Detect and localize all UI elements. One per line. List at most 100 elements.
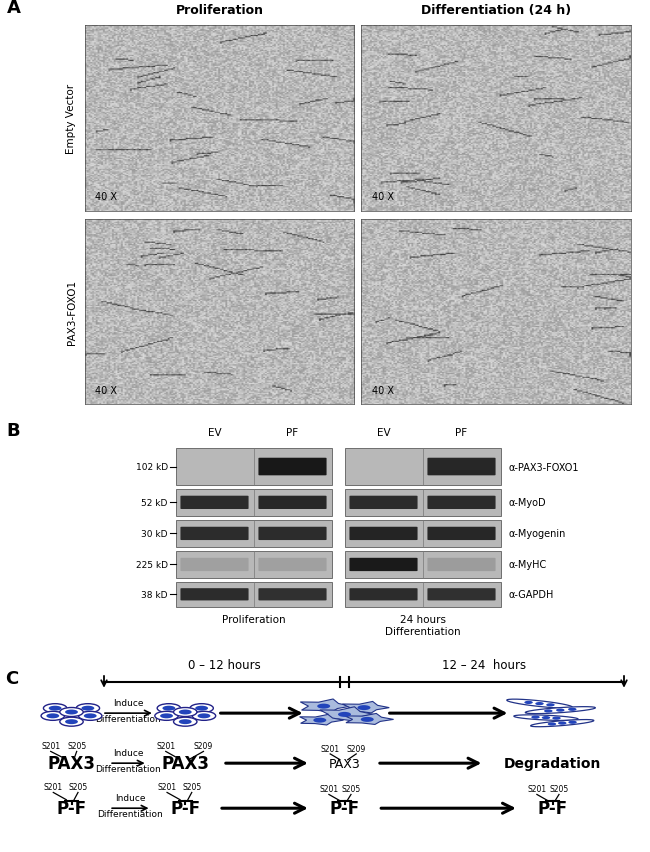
Circle shape	[41, 711, 64, 721]
Bar	[176, 520, 332, 548]
FancyBboxPatch shape	[428, 527, 495, 540]
Text: S201: S201	[157, 782, 177, 792]
Text: EV: EV	[377, 427, 390, 437]
Circle shape	[198, 713, 211, 718]
Text: α-MyoD: α-MyoD	[508, 498, 546, 508]
Text: B: B	[6, 422, 20, 440]
Circle shape	[195, 705, 208, 711]
Text: Differentiation: Differentiation	[98, 809, 163, 818]
Text: 30 kD: 30 kD	[141, 529, 168, 538]
Text: 40 X: 40 X	[96, 385, 117, 395]
Circle shape	[60, 717, 83, 727]
Circle shape	[192, 711, 216, 721]
Polygon shape	[514, 715, 578, 721]
Polygon shape	[507, 699, 572, 708]
Circle shape	[179, 719, 192, 724]
Text: P-F: P-F	[538, 799, 567, 817]
Circle shape	[179, 710, 192, 715]
Circle shape	[338, 712, 351, 717]
Text: PAX3: PAX3	[47, 754, 96, 772]
Text: S205: S205	[68, 782, 88, 792]
Text: A: A	[6, 0, 20, 17]
Text: S209: S209	[194, 741, 213, 751]
Bar	[176, 582, 332, 607]
Text: 40 X: 40 X	[372, 192, 393, 202]
FancyBboxPatch shape	[181, 496, 248, 509]
Text: α-GAPDH: α-GAPDH	[508, 590, 554, 600]
Text: P-F: P-F	[57, 799, 86, 817]
FancyBboxPatch shape	[428, 589, 495, 601]
Text: 24 hours
Differentiation: 24 hours Differentiation	[385, 614, 460, 636]
Text: Induce: Induce	[113, 698, 144, 707]
Circle shape	[174, 717, 197, 727]
FancyBboxPatch shape	[428, 496, 495, 509]
Bar	[344, 448, 500, 486]
Text: α-PAX3-FOXO1: α-PAX3-FOXO1	[508, 462, 578, 472]
FancyBboxPatch shape	[259, 589, 326, 601]
Text: PF: PF	[287, 427, 298, 437]
Bar	[176, 448, 332, 486]
Text: 0 – 12 hours: 0 – 12 hours	[188, 658, 261, 671]
Polygon shape	[300, 715, 343, 725]
Bar	[344, 582, 500, 607]
FancyBboxPatch shape	[350, 589, 417, 601]
Text: P-F: P-F	[330, 799, 359, 817]
Circle shape	[162, 705, 176, 711]
Text: PF: PF	[456, 427, 467, 437]
Bar	[344, 489, 500, 516]
Text: Induce: Induce	[115, 793, 146, 802]
Text: EV: EV	[208, 427, 221, 437]
Circle shape	[160, 713, 173, 718]
FancyBboxPatch shape	[181, 527, 248, 540]
Text: Proliferation: Proliferation	[222, 614, 285, 625]
Text: 52 kD: 52 kD	[141, 498, 168, 507]
Text: S201: S201	[319, 785, 339, 793]
Circle shape	[81, 705, 94, 711]
FancyBboxPatch shape	[181, 589, 248, 601]
Circle shape	[65, 710, 78, 715]
Circle shape	[49, 705, 62, 711]
Text: 225 kD: 225 kD	[136, 561, 168, 569]
Circle shape	[190, 704, 213, 713]
FancyBboxPatch shape	[259, 496, 326, 509]
Circle shape	[552, 717, 561, 720]
Circle shape	[358, 705, 370, 711]
FancyBboxPatch shape	[259, 458, 326, 475]
FancyBboxPatch shape	[350, 496, 417, 509]
Text: Differentiation: Differentiation	[96, 763, 161, 773]
Circle shape	[548, 722, 556, 726]
Text: Empty Vector: Empty Vector	[66, 83, 77, 154]
FancyBboxPatch shape	[428, 458, 495, 475]
Text: PAX3-FOXO1: PAX3-FOXO1	[66, 279, 77, 345]
Bar	[176, 551, 332, 579]
Text: S201: S201	[527, 785, 547, 793]
Circle shape	[542, 717, 550, 719]
Bar	[344, 520, 500, 548]
Polygon shape	[343, 701, 389, 713]
Circle shape	[157, 704, 181, 713]
Text: S201: S201	[156, 741, 176, 751]
Circle shape	[84, 713, 97, 718]
Circle shape	[544, 710, 552, 713]
Text: α-MyHC: α-MyHC	[508, 560, 547, 570]
Polygon shape	[320, 707, 374, 721]
Circle shape	[313, 717, 326, 722]
Circle shape	[568, 721, 577, 724]
Text: S209: S209	[346, 744, 366, 753]
Text: α-Myogenin: α-Myogenin	[508, 529, 566, 538]
Text: 40 X: 40 X	[372, 385, 393, 395]
Text: PAX3: PAX3	[161, 754, 209, 772]
Circle shape	[65, 719, 78, 724]
Circle shape	[361, 717, 374, 722]
Text: Differentiation: Differentiation	[96, 714, 161, 722]
Polygon shape	[525, 707, 595, 714]
Text: 12 – 24  hours: 12 – 24 hours	[442, 658, 526, 671]
FancyBboxPatch shape	[428, 558, 495, 572]
FancyBboxPatch shape	[350, 558, 417, 572]
FancyBboxPatch shape	[181, 558, 248, 572]
Circle shape	[46, 713, 59, 718]
Circle shape	[155, 711, 178, 721]
Text: 40 X: 40 X	[96, 192, 117, 202]
Text: Induce: Induce	[113, 748, 144, 757]
Bar	[344, 551, 500, 579]
